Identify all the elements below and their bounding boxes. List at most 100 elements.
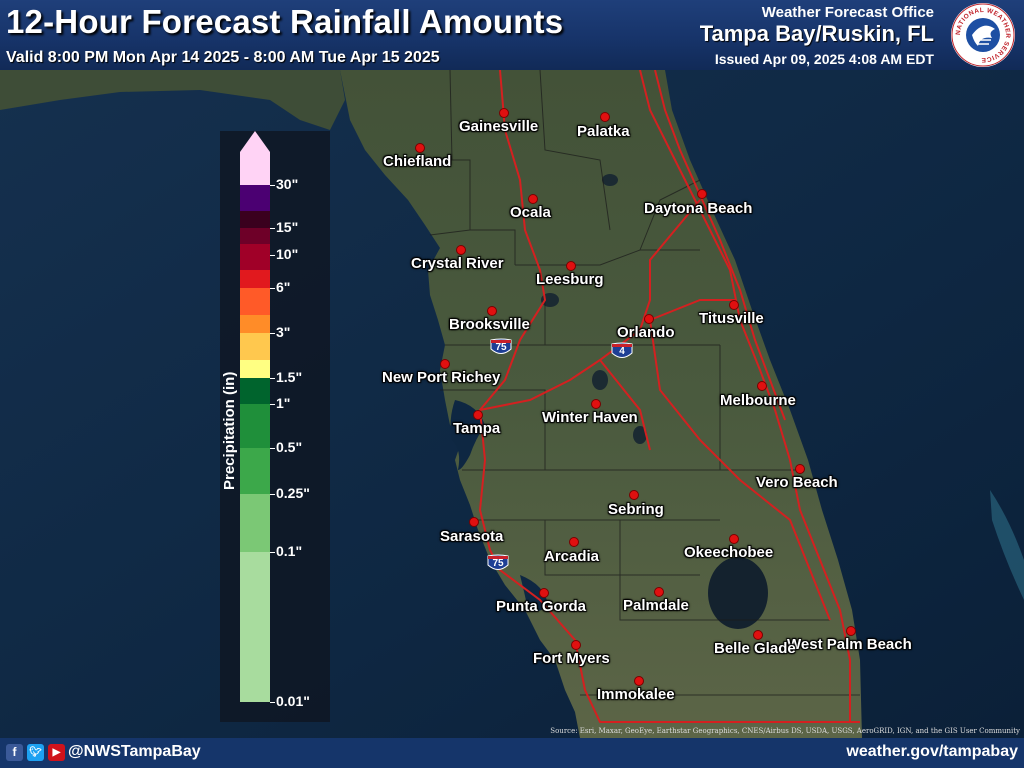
- city-label-immokalee: Immokalee: [597, 686, 675, 703]
- legend-swatch: [240, 448, 270, 494]
- legend-overflow-arrow: [240, 131, 270, 152]
- legend-tick-mark: [270, 404, 275, 405]
- map-attribution: Source: Esri, Maxar, GeoEye, Earthstar G…: [550, 727, 1020, 735]
- legend-tick-label: 6": [276, 279, 291, 295]
- legend-swatch: [240, 494, 270, 552]
- city-marker-new-port-richey[interactable]: [440, 359, 450, 369]
- precipitation-legend: [220, 131, 330, 722]
- legend-tick-mark: [270, 228, 275, 229]
- city-marker-punta-gorda[interactable]: [539, 588, 549, 598]
- city-marker-chiefland[interactable]: [415, 143, 425, 153]
- interstate-75-south-shield: 75: [487, 554, 509, 574]
- city-label-titusville: Titusville: [699, 310, 764, 327]
- nws-logo[interactable]: NATIONAL WEATHER SERVICE: [950, 2, 1016, 68]
- city-marker-belle-glade[interactable]: [753, 630, 763, 640]
- legend-swatch: [240, 185, 270, 211]
- legend-swatch: [240, 244, 270, 270]
- city-marker-orlando[interactable]: [644, 314, 654, 324]
- city-label-fort-myers: Fort Myers: [533, 650, 610, 667]
- legend-swatch: [240, 378, 270, 404]
- city-marker-daytona-beach[interactable]: [697, 189, 707, 199]
- city-marker-vero-beach[interactable]: [795, 464, 805, 474]
- legend-tick-label: 10": [276, 246, 299, 262]
- city-label-vero-beach: Vero Beach: [756, 474, 838, 491]
- page-title: 12-Hour Forecast Rainfall Amounts: [6, 3, 564, 40]
- legend-tick-mark: [270, 702, 275, 703]
- city-marker-sebring[interactable]: [629, 490, 639, 500]
- city-label-melbourne: Melbourne: [720, 392, 796, 409]
- city-marker-ocala[interactable]: [528, 194, 538, 204]
- forecast-map[interactable]: 75 4 75 Gainesville Palatka Chiefland Oc…: [0, 70, 1024, 738]
- interstate-75-shield: 75: [490, 338, 512, 358]
- twitter-icon[interactable]: 🐦︎: [27, 744, 44, 761]
- city-label-belle-glade: Belle Glade: [714, 640, 796, 657]
- city-label-chiefland: Chiefland: [383, 153, 452, 170]
- city-label-orlando: Orlando: [617, 324, 675, 341]
- city-marker-immokalee[interactable]: [634, 676, 644, 686]
- facebook-icon[interactable]: f: [6, 744, 23, 761]
- city-label-crystal-river: Crystal River: [411, 255, 504, 272]
- city-marker-fort-myers[interactable]: [571, 640, 581, 650]
- city-label-ocala: Ocala: [510, 204, 551, 221]
- city-label-brooksville: Brooksville: [449, 316, 530, 333]
- lake-okeechobee: [708, 557, 768, 629]
- city-label-winter-haven: Winter Haven: [542, 409, 638, 426]
- interstate-4-label: 4: [619, 346, 625, 357]
- city-marker-crystal-river[interactable]: [456, 245, 466, 255]
- city-label-punta-gorda: Punta Gorda: [496, 598, 587, 615]
- legend-tick-label: 3": [276, 324, 291, 340]
- legend-tick-mark: [270, 448, 275, 449]
- legend-swatch: [240, 404, 270, 448]
- valid-period: Valid 8:00 PM Mon Apr 14 2025 - 8:00 AM …: [6, 49, 440, 66]
- city-marker-leesburg[interactable]: [566, 261, 576, 271]
- legend-swatch: [240, 360, 270, 378]
- footer-bar: f 🐦︎ ▶ @NWSTampaBay weather.gov/tampabay: [0, 738, 1024, 768]
- city-marker-tampa[interactable]: [473, 410, 483, 420]
- basemap: [0, 70, 1024, 738]
- city-marker-brooksville[interactable]: [487, 306, 497, 316]
- city-marker-palmdale[interactable]: [654, 587, 664, 597]
- city-marker-melbourne[interactable]: [757, 381, 767, 391]
- legend-tick-mark: [270, 288, 275, 289]
- legend-tick-label: 15": [276, 219, 299, 235]
- county-lines: [429, 70, 860, 696]
- city-label-okeechobee: Okeechobee: [684, 544, 774, 561]
- city-marker-okeechobee[interactable]: [729, 534, 739, 544]
- legend-tick-mark: [270, 255, 275, 256]
- city-label-daytona-beach: Daytona Beach: [644, 200, 753, 217]
- legend-swatch: [240, 152, 270, 185]
- interstate-75-south-label: 75: [492, 558, 504, 569]
- city-marker-sarasota[interactable]: [469, 517, 479, 527]
- city-label-new-port-richey: New Port Richey: [382, 369, 501, 386]
- city-marker-titusville[interactable]: [729, 300, 739, 310]
- legend-swatch: [240, 333, 270, 360]
- city-marker-west-palm-beach[interactable]: [846, 626, 856, 636]
- office-line: Weather Forecast Office: [761, 4, 934, 21]
- legend-swatch: [240, 211, 270, 228]
- legend-tick-label: 0.5": [276, 439, 303, 455]
- legend-tick-label: 0.01": [276, 693, 310, 709]
- legend-tick-label: 0.1": [276, 543, 303, 559]
- issued-time: Issued Apr 09, 2025 4:08 AM EDT: [714, 51, 934, 67]
- city-label-palatka: Palatka: [577, 123, 630, 140]
- interstate-4-shield: 4: [611, 342, 633, 362]
- youtube-icon[interactable]: ▶: [48, 744, 65, 761]
- legend-tick-mark: [270, 333, 275, 334]
- legend-swatch: [240, 288, 270, 315]
- city-marker-winter-haven[interactable]: [591, 399, 601, 409]
- legend-swatch: [240, 315, 270, 333]
- city-label-sarasota: Sarasota: [440, 528, 504, 545]
- city-marker-palatka[interactable]: [600, 112, 610, 122]
- legend-tick-mark: [270, 185, 275, 186]
- road-network: [478, 70, 860, 723]
- website-link[interactable]: weather.gov/tampabay: [846, 743, 1018, 760]
- legend-title: Precipitation (in): [221, 371, 238, 490]
- city-label-sebring: Sebring: [608, 501, 664, 518]
- legend-tick-label: 1.5": [276, 369, 303, 385]
- city-marker-gainesville[interactable]: [499, 108, 509, 118]
- city-marker-arcadia[interactable]: [569, 537, 579, 547]
- social-handle[interactable]: @NWSTampaBay: [68, 743, 201, 760]
- legend-swatch: [240, 270, 270, 288]
- legend-tick-mark: [270, 494, 275, 495]
